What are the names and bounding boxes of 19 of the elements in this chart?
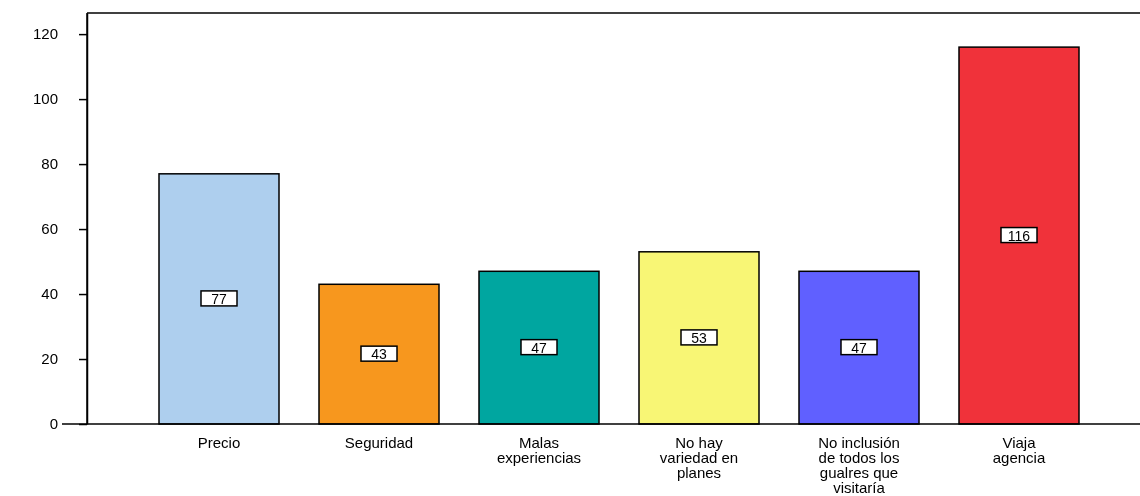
y-tick-label: 80 (41, 155, 58, 173)
data-label: 47 (531, 339, 547, 356)
x-tick-label: Viaja agencia (992, 434, 1046, 466)
y-tick-label: 40 (41, 285, 58, 303)
x-tick-label: No inclusión de todos los gualres que visitaría (818, 434, 900, 496)
y-tick-label: 100 (32, 90, 58, 108)
data-label: 116 (1007, 227, 1031, 244)
x-tick-label: Seguridad (344, 434, 414, 451)
x-tick-label: Precio (197, 434, 241, 451)
data-label: 53 (691, 329, 707, 346)
x-tick-label: No hay variedad en planes (659, 434, 739, 481)
data-label: 77 (211, 290, 227, 307)
data-label: 43 (371, 346, 387, 363)
data-label: 47 (851, 339, 867, 356)
y-tick-label: 0 (49, 415, 58, 433)
y-tick-label: 20 (41, 350, 58, 368)
y-tick-label: 60 (41, 220, 58, 238)
y-tick-label: 120 (32, 25, 58, 43)
x-tick-label: Malas experiencias (496, 434, 582, 466)
